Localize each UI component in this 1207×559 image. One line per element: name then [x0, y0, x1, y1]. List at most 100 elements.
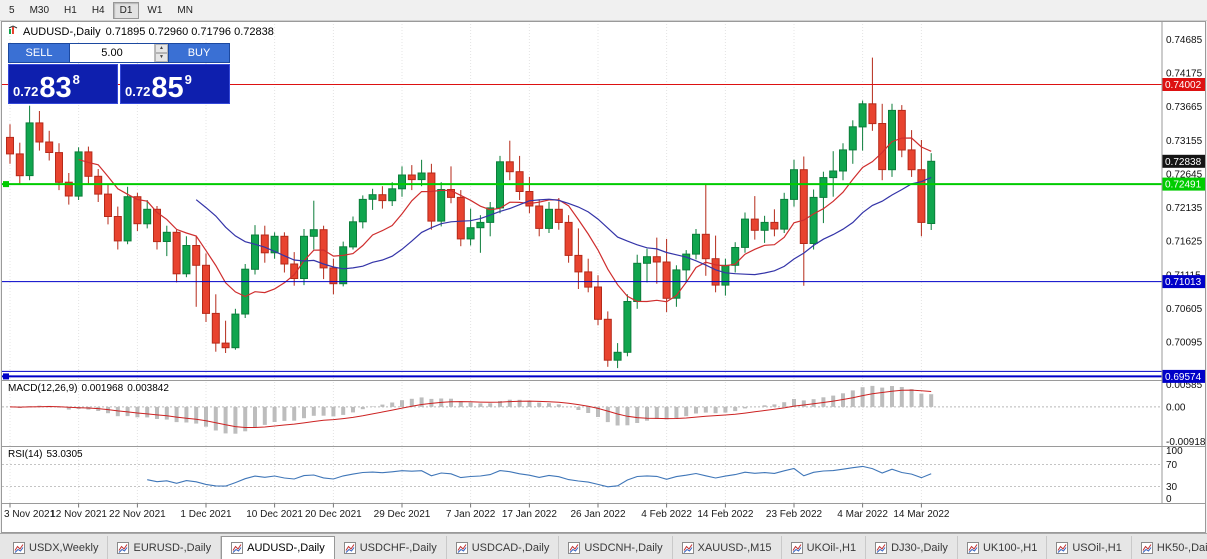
svg-text:26 Jan 2022: 26 Jan 2022	[570, 509, 625, 520]
tab-label: UK100-,H1	[982, 541, 1038, 554]
svg-text:30: 30	[1166, 482, 1178, 493]
volume-field: ▲ ▼	[70, 43, 168, 63]
tab-label: UKOil-,H1	[806, 541, 857, 554]
tab-chart-icon	[13, 541, 25, 554]
chart-tab-usdchf-daily[interactable]: USDCHF-,Daily	[334, 536, 447, 559]
tab-label: XAUUSD-,M15	[697, 541, 772, 554]
tab-label: EURUSD-,Daily	[133, 541, 212, 554]
ma-slow-line	[195, 176, 932, 276]
buy-price[interactable]: 0.72 85 9	[120, 64, 230, 104]
pane-separators	[2, 22, 1205, 504]
ma-fast-line	[78, 137, 932, 303]
timeframe-h4[interactable]: H4	[85, 2, 112, 19]
tab-label: USDCAD-,Daily	[471, 541, 550, 554]
buy-button[interactable]: BUY	[168, 43, 230, 63]
svg-text:12 Nov 2021: 12 Nov 2021	[50, 509, 107, 520]
timeframe-m30[interactable]: M30	[23, 2, 56, 19]
svg-text:14 Mar 2022: 14 Mar 2022	[893, 509, 950, 520]
svg-text:23 Feb 2022: 23 Feb 2022	[766, 509, 823, 520]
svg-text:4 Mar 2022: 4 Mar 2022	[837, 509, 888, 520]
chart-tab-xauusd-m15[interactable]: XAUUSD-,M15	[672, 536, 782, 559]
buy-price-pip: 9	[184, 72, 192, 87]
sell-price[interactable]: 0.72 83 8	[8, 64, 118, 104]
svg-text:22 Nov 2021: 22 Nov 2021	[109, 509, 166, 520]
svg-text:70: 70	[1166, 460, 1178, 471]
chart-tab-eurusd-daily[interactable]: EURUSD-,Daily	[108, 536, 222, 559]
svg-text:0.72838: 0.72838	[1165, 157, 1202, 168]
chart-title-symbol: AUDUSD-,Daily	[23, 25, 101, 38]
candlestick-chart[interactable]: 0.746850.741750.736650.731550.726450.721…	[2, 22, 1205, 530]
chart-tab-uk100-h1[interactable]: UK100-,H1	[957, 536, 1048, 559]
svg-text:0.71625: 0.71625	[1166, 237, 1203, 248]
rsi-line	[147, 465, 932, 488]
sell-button[interactable]: SELL	[8, 43, 70, 63]
volume-input[interactable]	[70, 44, 154, 62]
chart-tabs-bar: USDX,Weekly EURUSD-,Daily AUDUSD-,Daily USD…	[0, 533, 1207, 559]
macd-indicator-label: MACD(12,26,9) 0.001968 0.003842	[8, 383, 169, 394]
chart-tab-hk50-daily[interactable]: HK50-,Daily	[1131, 536, 1207, 559]
timeframe-d1[interactable]: D1	[112, 1, 140, 19]
svg-text:0.72135: 0.72135	[1166, 203, 1203, 214]
svg-text:0.74002: 0.74002	[1165, 80, 1202, 91]
timeframe-mn[interactable]: MN	[170, 2, 200, 19]
svg-text:7 Jan 2022: 7 Jan 2022	[446, 509, 496, 520]
timeframe-toolbar: 5 M30 H1 H4 D1 W1 MN	[0, 0, 1207, 21]
tab-label: DJ30-,Daily	[891, 541, 948, 554]
rsi-indicator-label: RSI(14) 53.0305	[8, 449, 83, 460]
svg-text:0.69574: 0.69574	[1165, 372, 1202, 383]
chart-tab-usoil-h1[interactable]: USOil-,H1	[1047, 536, 1132, 559]
level-price-label	[1162, 369, 1205, 383]
buy-price-prefix: 0.72	[125, 84, 151, 99]
tab-chart-icon	[1140, 541, 1153, 554]
tab-chart-icon	[790, 541, 803, 554]
svg-text:0.73665: 0.73665	[1166, 102, 1203, 113]
price-axis: 0.74685 0.74175 0.73665 0.73155 0.72645 0.721…	[1166, 35, 1205, 505]
volume-down-button[interactable]: ▼	[155, 53, 168, 62]
chart-tab-ukoil-h1[interactable]: UKOil-,H1	[781, 536, 867, 559]
chart-title-ohlc: 0.71895 0.72960 0.71796 0.72838	[105, 25, 274, 38]
svg-text:0.73155: 0.73155	[1166, 136, 1203, 147]
sell-price-prefix: 0.72	[13, 84, 39, 99]
axis-price-labels: 0.74002 0.72491 0.71013 0.69574 0.72838	[1162, 78, 1205, 383]
timeframe-w1[interactable]: W1	[140, 2, 169, 19]
tab-chart-icon	[343, 541, 356, 554]
sell-price-pip: 8	[72, 72, 80, 87]
svg-text:0.72645: 0.72645	[1166, 170, 1203, 181]
svg-text:100: 100	[1166, 446, 1183, 457]
tab-chart-icon	[231, 542, 244, 554]
svg-text:0.74685: 0.74685	[1166, 35, 1203, 46]
level-anchor	[3, 181, 9, 188]
buy-price-big: 85	[151, 72, 184, 104]
svg-text:10 Dec 2021: 10 Dec 2021	[246, 509, 303, 520]
chart-tab-dj30-daily[interactable]: DJ30-,Daily	[866, 536, 958, 559]
chart-tab-usdcnh-daily[interactable]: USDCNH-,Daily	[559, 536, 673, 559]
tab-label: USOil-,H1	[1072, 541, 1122, 554]
svg-text:0.70095: 0.70095	[1166, 338, 1203, 349]
svg-text:17 Jan 2022: 17 Jan 2022	[502, 509, 557, 520]
timeframe-5[interactable]: 5	[2, 2, 22, 19]
level-price-label	[1162, 275, 1205, 289]
svg-text:0.00: 0.00	[1166, 402, 1186, 413]
candles	[6, 57, 936, 369]
rsi-name: RSI(14)	[8, 449, 43, 460]
macd-value-main: 0.001968	[81, 383, 124, 394]
chart-tab-usdx-weekly[interactable]: USDX,Weekly	[4, 536, 109, 559]
macd-signal-line	[9, 389, 932, 428]
chart-tab-usdcad-daily[interactable]: USDCAD-,Daily	[446, 536, 560, 559]
svg-text:29 Dec 2021: 29 Dec 2021	[374, 509, 431, 520]
chart-window: 0.74685 0.74175 0.73665 0.73155 0.72645 0.721…	[1, 21, 1206, 533]
svg-text:0.71013: 0.71013	[1165, 277, 1202, 288]
svg-text:0.70605: 0.70605	[1166, 304, 1203, 315]
svg-text:0.72491: 0.72491	[1165, 180, 1202, 191]
svg-text:0.00585: 0.00585	[1166, 380, 1203, 391]
volume-stepper: ▲ ▼	[154, 44, 168, 62]
svg-text:20 Dec 2021: 20 Dec 2021	[305, 509, 362, 520]
chart-tab-audusd-daily[interactable]: AUDUSD-,Daily	[221, 536, 335, 559]
volume-up-button[interactable]: ▲	[155, 44, 168, 53]
tab-chart-icon	[455, 541, 468, 554]
svg-text:0.74175: 0.74175	[1166, 69, 1203, 80]
timeframe-h1[interactable]: H1	[57, 2, 84, 19]
tab-label: USDCNH-,Daily	[584, 541, 663, 554]
